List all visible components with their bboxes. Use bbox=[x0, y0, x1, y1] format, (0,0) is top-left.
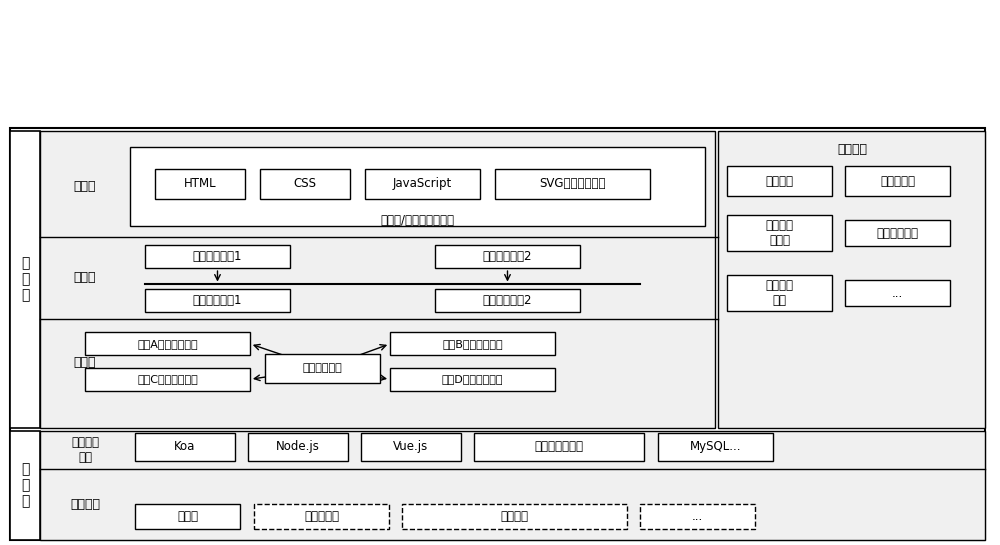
Text: 报表组件: 报表组件 bbox=[766, 175, 794, 187]
Text: 服务器操作系统: 服务器操作系统 bbox=[534, 440, 583, 453]
Text: 模块A数据存取组件: 模块A数据存取组件 bbox=[137, 339, 198, 349]
Text: ...: ... bbox=[692, 510, 703, 523]
Text: Koa: Koa bbox=[174, 440, 196, 453]
FancyBboxPatch shape bbox=[658, 433, 773, 461]
FancyBboxPatch shape bbox=[845, 220, 950, 246]
Text: 业务模块服务1: 业务模块服务1 bbox=[193, 250, 242, 263]
Text: 服务器: 服务器 bbox=[177, 510, 198, 523]
Text: 仿真参数管理: 仿真参数管理 bbox=[876, 227, 918, 240]
Text: 模块C数据存取组件: 模块C数据存取组件 bbox=[137, 374, 198, 384]
FancyBboxPatch shape bbox=[727, 275, 832, 311]
FancyBboxPatch shape bbox=[248, 433, 348, 461]
FancyBboxPatch shape bbox=[727, 166, 832, 196]
FancyBboxPatch shape bbox=[10, 131, 40, 428]
Text: 硬件支撑: 硬件支撑 bbox=[70, 498, 100, 511]
Text: 支
撑
层: 支 撑 层 bbox=[21, 462, 29, 508]
Text: 系统局域网: 系统局域网 bbox=[304, 510, 339, 523]
Text: 模块D数据存取组件: 模块D数据存取组件 bbox=[442, 374, 503, 384]
FancyBboxPatch shape bbox=[727, 215, 832, 251]
FancyBboxPatch shape bbox=[390, 332, 555, 355]
FancyBboxPatch shape bbox=[85, 332, 250, 355]
Text: ...: ... bbox=[892, 287, 903, 300]
Text: CSS: CSS bbox=[294, 178, 316, 190]
FancyBboxPatch shape bbox=[640, 504, 755, 529]
Text: SVG可缩放矢量图: SVG可缩放矢量图 bbox=[539, 178, 606, 190]
Text: MySQL...: MySQL... bbox=[690, 440, 741, 453]
Text: 数据连接管理: 数据连接管理 bbox=[303, 364, 342, 373]
Text: 数据库管理: 数据库管理 bbox=[880, 175, 915, 187]
Text: 应
用
层: 应 用 层 bbox=[21, 256, 29, 302]
FancyBboxPatch shape bbox=[435, 289, 580, 312]
FancyBboxPatch shape bbox=[474, 433, 644, 461]
FancyBboxPatch shape bbox=[40, 131, 715, 428]
Text: Node.js: Node.js bbox=[276, 440, 320, 453]
Text: 数据层: 数据层 bbox=[74, 356, 96, 369]
Text: 外部接口服务1: 外部接口服务1 bbox=[193, 294, 242, 307]
Text: 业务模块服务2: 业务模块服务2 bbox=[483, 250, 532, 263]
FancyBboxPatch shape bbox=[40, 431, 985, 540]
FancyBboxPatch shape bbox=[135, 433, 235, 461]
Text: 数据可视
化组件: 数据可视 化组件 bbox=[766, 219, 794, 247]
Text: 服务层: 服务层 bbox=[74, 271, 96, 284]
Text: 功能组件: 功能组件 bbox=[837, 143, 867, 156]
FancyBboxPatch shape bbox=[845, 166, 950, 196]
Text: JavaScript: JavaScript bbox=[393, 178, 452, 190]
Text: 服务器/客户端应用程序: 服务器/客户端应用程序 bbox=[380, 214, 454, 227]
Text: HTML: HTML bbox=[184, 178, 216, 190]
FancyBboxPatch shape bbox=[390, 368, 555, 391]
Text: 应用运行
环境: 应用运行 环境 bbox=[71, 435, 99, 464]
FancyBboxPatch shape bbox=[145, 245, 290, 268]
FancyBboxPatch shape bbox=[135, 504, 240, 529]
FancyBboxPatch shape bbox=[130, 147, 705, 226]
FancyBboxPatch shape bbox=[260, 169, 350, 199]
FancyBboxPatch shape bbox=[145, 289, 290, 312]
Text: 模块B数据存取组件: 模块B数据存取组件 bbox=[442, 339, 503, 349]
FancyBboxPatch shape bbox=[845, 280, 950, 306]
FancyBboxPatch shape bbox=[495, 169, 650, 199]
FancyBboxPatch shape bbox=[402, 504, 627, 529]
FancyBboxPatch shape bbox=[265, 354, 380, 383]
FancyBboxPatch shape bbox=[10, 128, 985, 540]
FancyBboxPatch shape bbox=[254, 504, 389, 529]
FancyBboxPatch shape bbox=[718, 131, 985, 428]
FancyBboxPatch shape bbox=[361, 433, 461, 461]
FancyBboxPatch shape bbox=[85, 368, 250, 391]
Text: 外部接口服务2: 外部接口服务2 bbox=[483, 294, 532, 307]
Text: Vue.js: Vue.js bbox=[393, 440, 429, 453]
Text: 展现层: 展现层 bbox=[74, 180, 96, 193]
FancyBboxPatch shape bbox=[10, 431, 40, 540]
FancyBboxPatch shape bbox=[365, 169, 480, 199]
Text: 界面显示
管理: 界面显示 管理 bbox=[766, 279, 794, 307]
Text: 网络设备: 网络设备 bbox=[501, 510, 529, 523]
FancyBboxPatch shape bbox=[435, 245, 580, 268]
FancyBboxPatch shape bbox=[155, 169, 245, 199]
